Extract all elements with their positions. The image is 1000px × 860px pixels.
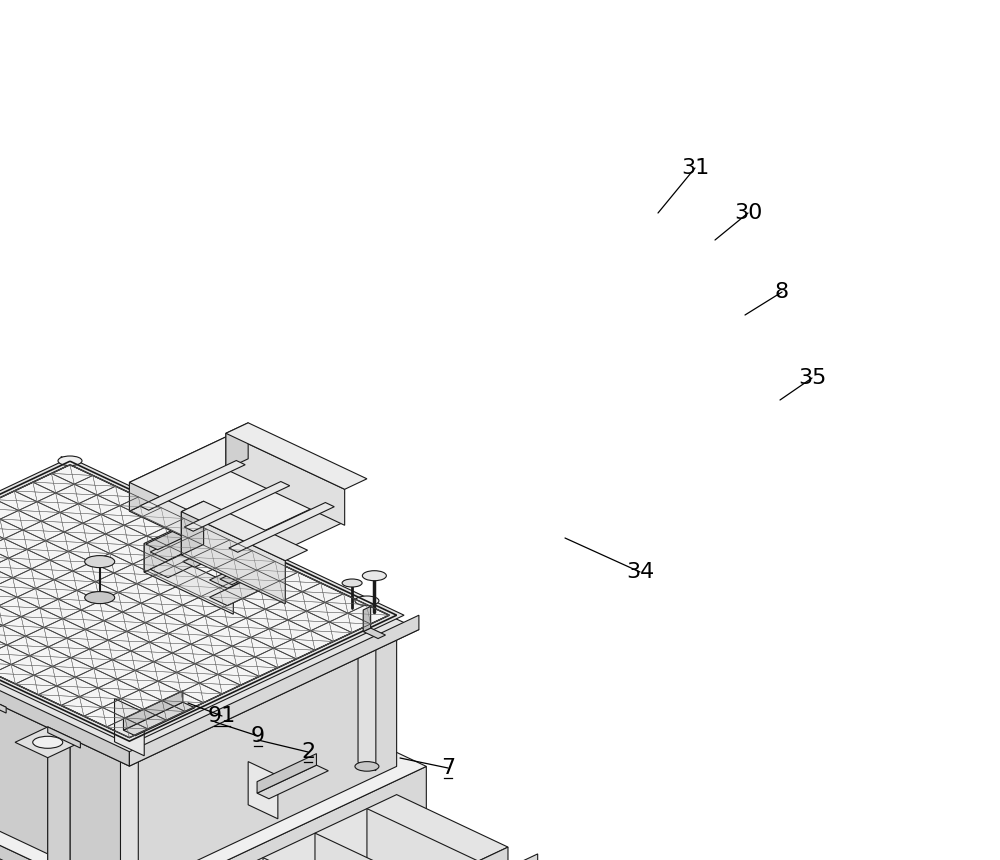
Polygon shape bbox=[263, 857, 374, 860]
Ellipse shape bbox=[355, 762, 379, 771]
Polygon shape bbox=[150, 531, 213, 561]
Polygon shape bbox=[129, 466, 345, 568]
Polygon shape bbox=[61, 457, 79, 630]
Polygon shape bbox=[248, 762, 278, 819]
Polygon shape bbox=[48, 732, 70, 860]
Polygon shape bbox=[144, 522, 189, 572]
Ellipse shape bbox=[251, 567, 275, 577]
Polygon shape bbox=[315, 854, 538, 860]
Polygon shape bbox=[129, 437, 226, 511]
Polygon shape bbox=[315, 833, 426, 860]
Polygon shape bbox=[358, 597, 376, 771]
Text: 30: 30 bbox=[734, 203, 762, 223]
Polygon shape bbox=[174, 795, 508, 860]
Polygon shape bbox=[129, 766, 426, 860]
Polygon shape bbox=[226, 423, 248, 470]
Polygon shape bbox=[123, 702, 195, 736]
Text: 9: 9 bbox=[251, 726, 265, 746]
Polygon shape bbox=[181, 501, 308, 561]
Polygon shape bbox=[183, 541, 239, 568]
Ellipse shape bbox=[58, 456, 82, 465]
Polygon shape bbox=[146, 523, 202, 550]
Polygon shape bbox=[367, 808, 478, 860]
Polygon shape bbox=[0, 784, 460, 860]
Ellipse shape bbox=[85, 556, 115, 568]
Polygon shape bbox=[0, 599, 426, 860]
Polygon shape bbox=[115, 698, 144, 756]
Polygon shape bbox=[0, 465, 419, 766]
Ellipse shape bbox=[58, 622, 82, 631]
Polygon shape bbox=[144, 544, 233, 614]
Polygon shape bbox=[0, 800, 426, 860]
Polygon shape bbox=[0, 739, 129, 860]
Polygon shape bbox=[129, 615, 397, 860]
Polygon shape bbox=[210, 559, 272, 588]
Polygon shape bbox=[257, 765, 328, 799]
Polygon shape bbox=[0, 692, 6, 722]
Polygon shape bbox=[15, 727, 80, 758]
Text: 2: 2 bbox=[301, 742, 315, 762]
Polygon shape bbox=[0, 587, 129, 860]
Polygon shape bbox=[363, 628, 385, 638]
Polygon shape bbox=[220, 558, 276, 585]
Polygon shape bbox=[0, 458, 404, 745]
Text: 31: 31 bbox=[681, 158, 709, 178]
Polygon shape bbox=[129, 615, 419, 766]
Polygon shape bbox=[120, 709, 138, 860]
Ellipse shape bbox=[355, 596, 379, 605]
Text: 7: 7 bbox=[441, 758, 455, 778]
Polygon shape bbox=[0, 587, 129, 766]
Ellipse shape bbox=[117, 708, 141, 717]
Polygon shape bbox=[0, 464, 389, 738]
Ellipse shape bbox=[85, 592, 115, 604]
Text: 35: 35 bbox=[798, 368, 826, 388]
Polygon shape bbox=[48, 742, 70, 860]
Polygon shape bbox=[48, 727, 80, 748]
Polygon shape bbox=[226, 423, 367, 489]
Polygon shape bbox=[363, 606, 371, 631]
Text: 34: 34 bbox=[626, 562, 654, 582]
Text: 91: 91 bbox=[208, 706, 236, 726]
Ellipse shape bbox=[342, 579, 362, 587]
Text: 8: 8 bbox=[775, 282, 789, 302]
Polygon shape bbox=[0, 464, 389, 738]
Polygon shape bbox=[210, 576, 272, 605]
Polygon shape bbox=[229, 502, 334, 552]
Polygon shape bbox=[181, 501, 204, 555]
Polygon shape bbox=[257, 753, 316, 793]
Polygon shape bbox=[285, 847, 508, 860]
Ellipse shape bbox=[353, 844, 381, 860]
Polygon shape bbox=[0, 692, 6, 713]
Ellipse shape bbox=[192, 539, 216, 549]
Polygon shape bbox=[226, 433, 345, 525]
Ellipse shape bbox=[362, 571, 386, 581]
Polygon shape bbox=[140, 460, 245, 510]
Polygon shape bbox=[129, 437, 345, 538]
Polygon shape bbox=[123, 691, 183, 730]
Ellipse shape bbox=[33, 736, 63, 748]
Polygon shape bbox=[181, 512, 285, 604]
Polygon shape bbox=[0, 853, 77, 860]
Polygon shape bbox=[184, 482, 290, 531]
Polygon shape bbox=[150, 548, 213, 578]
